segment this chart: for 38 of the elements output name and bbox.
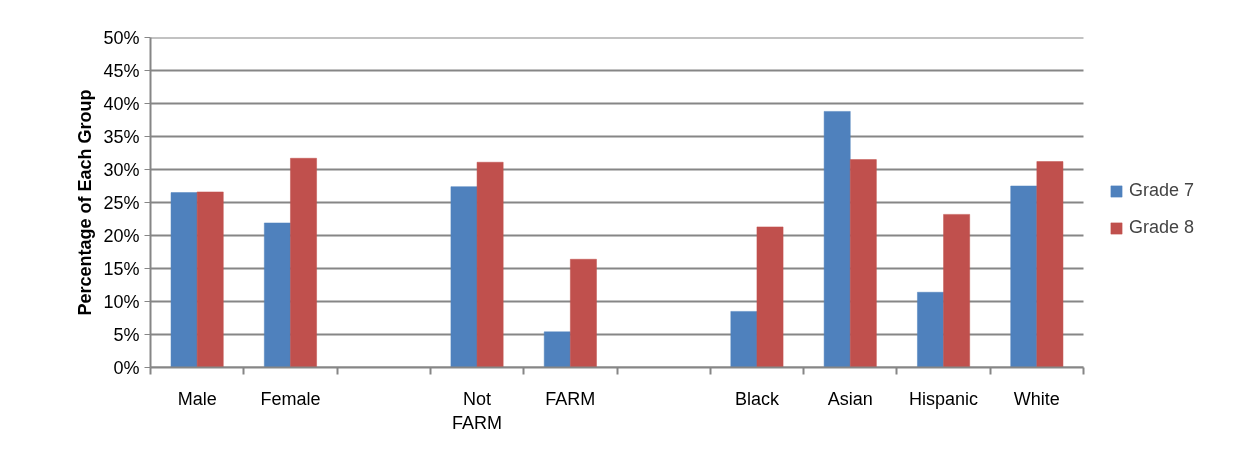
bar [264,222,291,368]
y-tick-label: 5% [113,324,140,345]
y-tick-label: 10% [103,291,140,312]
x-tick-label: Male [177,388,217,409]
x-tick-label: FARM [545,388,596,409]
bar [756,226,784,368]
bar [450,186,478,368]
y-tick-label: 20% [103,225,140,246]
bar [1036,161,1064,368]
bar [850,159,877,368]
bar [823,111,851,368]
x-tick-label: Hispanic [909,388,979,409]
legend-label: Grade 8 [1129,217,1195,238]
y-axis-title: Percentage of Each Group [75,89,96,316]
x-tick-label: Asian [827,388,873,409]
bar [543,331,571,368]
x-tick-label: White [1013,388,1060,409]
bar [196,191,224,368]
x-tick-label: Female [260,388,321,409]
bar [570,259,597,368]
y-tick-label: 15% [103,258,140,279]
bar [170,192,198,368]
y-tick-label: 30% [103,159,140,180]
bar [917,292,944,368]
y-tick-label: 25% [103,192,140,213]
bar [730,311,758,368]
y-tick-label: 40% [103,93,140,114]
legend-label: Grade 7 [1129,180,1195,201]
y-tick-label: 0% [113,357,140,378]
y-tick-label: 45% [103,60,140,81]
x-tick-label: Black [734,388,780,409]
y-tick-label: 50% [103,27,140,48]
x-tick-label: Not FARM [452,388,503,433]
bar [290,158,317,368]
bar [1010,185,1038,368]
bar [476,161,504,368]
bar [943,214,970,368]
y-tick-label: 35% [103,126,140,147]
